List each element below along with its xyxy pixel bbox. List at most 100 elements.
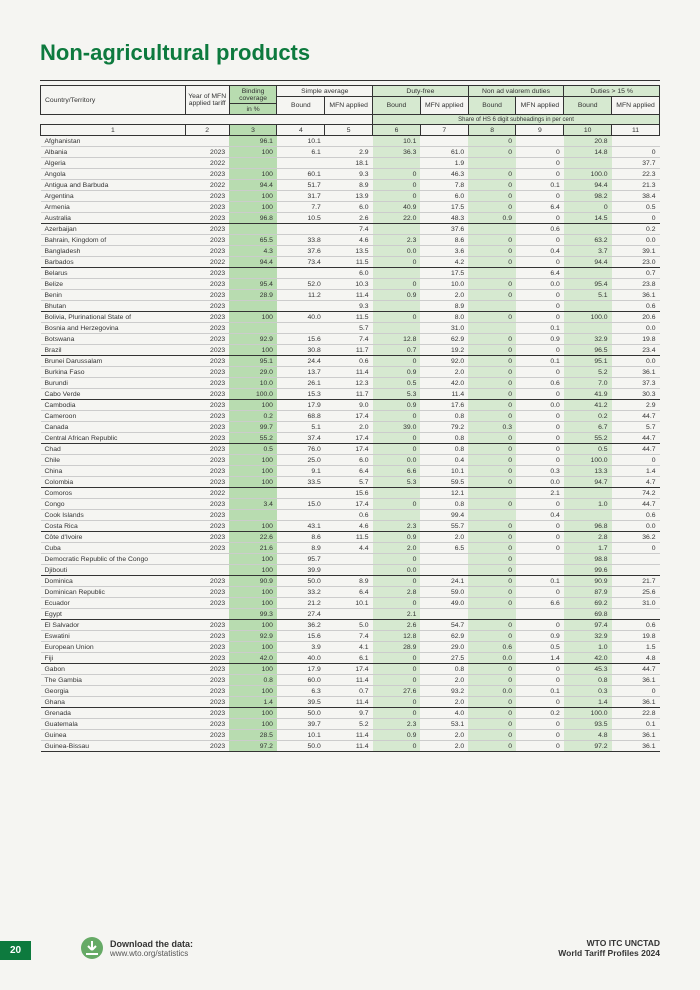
cell-value <box>468 268 516 279</box>
cell-country: Bahrain, Kingdom of <box>41 235 186 246</box>
cell-value: 3.7 <box>564 246 612 257</box>
cell-value: 4.8 <box>612 653 660 664</box>
cell-value: 0 <box>468 521 516 532</box>
table-row: Bolivia, Plurinational State of202310040… <box>41 312 660 323</box>
table-row: Cuba202321.68.94.42.06.5001.70 <box>41 543 660 554</box>
cell-value: 25.6 <box>612 587 660 598</box>
cell-value: 15.6 <box>277 631 325 642</box>
cell-value: 2.6 <box>373 620 421 631</box>
page-title: Non-agricultural products <box>40 40 660 66</box>
cell-value: 40.0 <box>277 653 325 664</box>
cell-value: 0 <box>468 202 516 213</box>
cell-value: 0 <box>373 554 421 565</box>
cell-value: 0 <box>373 279 421 290</box>
cell-value: 0 <box>468 312 516 323</box>
cell-value: 100 <box>229 202 277 213</box>
cell-value <box>325 565 373 576</box>
cell-value: 1.4 <box>564 697 612 708</box>
cell-value: 4.7 <box>612 477 660 488</box>
cell-value: 2023 <box>185 686 229 697</box>
cell-value: 0 <box>516 675 564 686</box>
cell-value: 39.5 <box>277 697 325 708</box>
cell-country: European Union <box>41 642 186 653</box>
cell-country: Barbados <box>41 257 186 268</box>
table-row: Cameroon20230.268.817.400.8000.244.7 <box>41 411 660 422</box>
cell-value: 44.7 <box>612 411 660 422</box>
cell-country: Canada <box>41 422 186 433</box>
cell-value: 4.0 <box>420 708 468 719</box>
cell-value: 0 <box>468 246 516 257</box>
cell-country: Cabo Verde <box>41 389 186 400</box>
cell-value <box>229 323 277 334</box>
cell-value: 9.0 <box>325 400 373 411</box>
cell-value: 2.9 <box>325 147 373 158</box>
col-pct: in % <box>229 104 277 115</box>
cell-value: 17.4 <box>325 433 373 444</box>
cell-country: Gabon <box>41 664 186 675</box>
cell-country: Ecuador <box>41 598 186 609</box>
cell-country: Congo <box>41 499 186 510</box>
cell-country: The Gambia <box>41 675 186 686</box>
table-row: Central African Republic202355.237.417.4… <box>41 433 660 444</box>
cell-value: 6.0 <box>325 268 373 279</box>
cell-value: 2023 <box>185 389 229 400</box>
cell-value: 5.1 <box>564 290 612 301</box>
cell-value: 0 <box>468 455 516 466</box>
cell-value: 11.2 <box>277 290 325 301</box>
cell-value: 0.9 <box>373 367 421 378</box>
col-bound: Bound <box>468 97 516 115</box>
cell-value: 54.7 <box>420 620 468 631</box>
download-url: www.wto.org/statistics <box>110 949 193 958</box>
table-row: Comoros202215.612.12.174.2 <box>41 488 660 499</box>
cell-value: 10.3 <box>325 279 373 290</box>
cell-value: 2023 <box>185 708 229 719</box>
cell-value <box>277 488 325 499</box>
table-row: Ghana20231.439.511.402.0001.436.1 <box>41 697 660 708</box>
cell-value <box>564 301 612 312</box>
cell-country: Azerbaijan <box>41 224 186 235</box>
cell-value: 0 <box>373 312 421 323</box>
cell-value: 0 <box>468 180 516 191</box>
cell-country: Guatemala <box>41 719 186 730</box>
cell-value <box>229 268 277 279</box>
cell-value: 14.5 <box>564 213 612 224</box>
cell-value: 2023 <box>185 367 229 378</box>
cell-value: 33.2 <box>277 587 325 598</box>
cell-value: 2023 <box>185 543 229 554</box>
cell-value: 5.1 <box>277 422 325 433</box>
table-body: Afghanistan96.110.110.1020.8Albania20231… <box>41 136 660 752</box>
cell-value: 0 <box>373 356 421 367</box>
cell-value: 0 <box>373 664 421 675</box>
cell-value: 4.2 <box>420 257 468 268</box>
cell-value: 93.5 <box>564 719 612 730</box>
cell-value: 0.0 <box>516 400 564 411</box>
cell-value <box>612 565 660 576</box>
col-num: 11 <box>612 125 660 136</box>
table-row: Grenada202310050.09.704.000.2100.022.8 <box>41 708 660 719</box>
cell-value: 38.4 <box>612 191 660 202</box>
cell-value: 10.1 <box>420 466 468 477</box>
cell-value: 0 <box>468 257 516 268</box>
cell-value: 24.1 <box>420 576 468 587</box>
cell-value: 0 <box>468 444 516 455</box>
table-row: Barbados202294.473.411.504.20094.423.0 <box>41 257 660 268</box>
col-numbers: 1234567891011 <box>41 125 660 136</box>
cell-value: 94.4 <box>564 257 612 268</box>
cell-value: 0.7 <box>373 345 421 356</box>
cell-country: Côte d'Ivoire <box>41 532 186 543</box>
cell-value: 100 <box>229 554 277 565</box>
cell-country: Bosnia and Herzegovina <box>41 323 186 334</box>
cell-value: 19.2 <box>420 345 468 356</box>
cell-value: 40.9 <box>373 202 421 213</box>
cell-value: 4.8 <box>564 730 612 741</box>
cell-value: 2023 <box>185 730 229 741</box>
cell-value: 0.6 <box>612 620 660 631</box>
cell-value: 2.3 <box>373 235 421 246</box>
cell-value: 0.5 <box>516 642 564 653</box>
cell-value <box>373 224 421 235</box>
cell-value: 23.8 <box>612 279 660 290</box>
cell-value: 0 <box>516 290 564 301</box>
cell-value: 0 <box>468 169 516 180</box>
cell-value <box>185 554 229 565</box>
cell-value: 8.9 <box>325 576 373 587</box>
